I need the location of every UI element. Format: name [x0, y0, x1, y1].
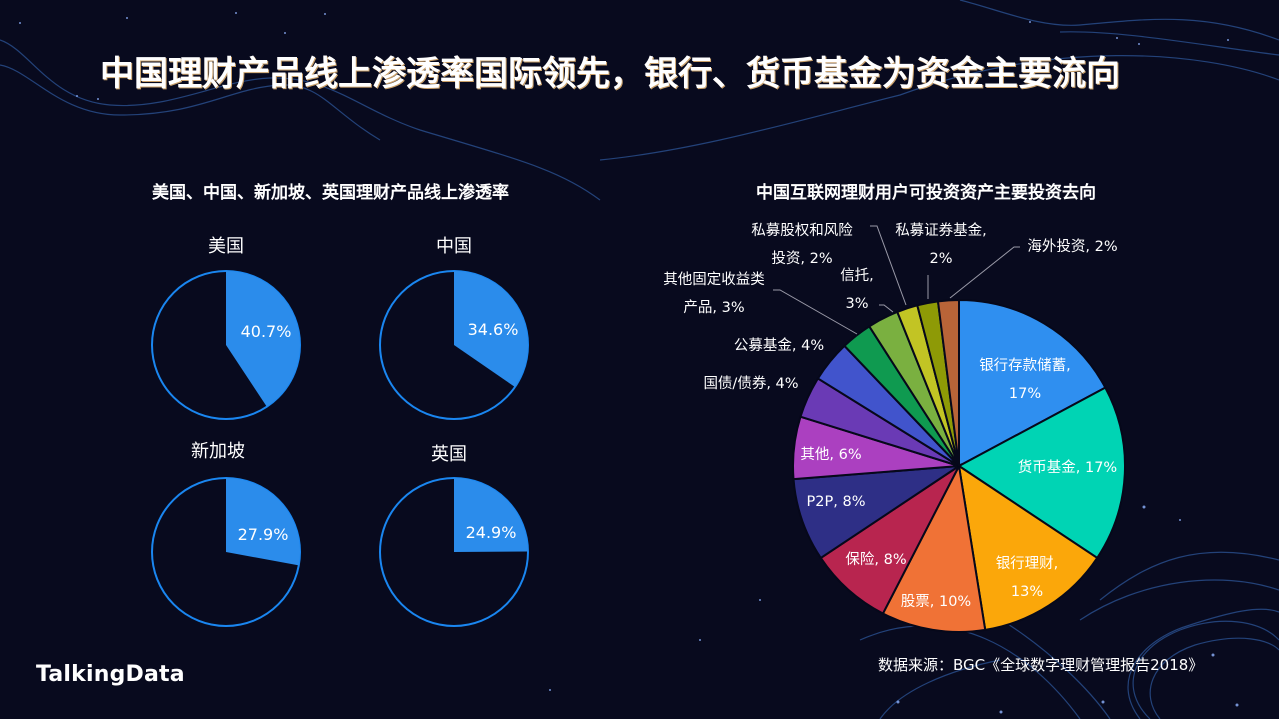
right-chart-title: 中国互联网理财用户可投资资产主要投资去向 [756, 183, 1096, 203]
pie-slice [881, 462, 987, 633]
leader-line [949, 246, 1020, 299]
pie-value-singapore: 27.9% [237, 525, 289, 544]
country-label-china: 中国 [436, 236, 472, 257]
slice-label-insurance: 保险, 8% [845, 552, 907, 568]
country-label-usa: 美国 [208, 236, 244, 257]
page-title: 中国理财产品线上渗透率国际领先，银行、货币基金为资金主要流向 [100, 54, 1120, 94]
data-source-note: 数据来源：BGC《全球数字理财管理报告2018》 [878, 656, 1204, 674]
slice-label-bank-deposit: 银行存款储蓄, 17% [979, 358, 1071, 402]
pie-value-usa: 40.7% [240, 322, 292, 341]
slice-label-treasury-bonds: 国债/债券, 4% [703, 376, 799, 392]
slice-label-trust: 信托, 3% [840, 268, 874, 312]
leader-line [870, 225, 907, 306]
pie-slice [936, 298, 960, 467]
left-chart-title: 美国、中国、新加坡、英国理财产品线上渗透率 [152, 183, 509, 203]
country-label-uk: 英国 [431, 444, 467, 465]
slice-label-money-fund: 货币基金, 17% [1017, 460, 1118, 476]
pie-slice [958, 298, 1107, 468]
pie-value-uk: 24.9% [465, 523, 517, 542]
slice-label-public-fund: 公募基金, 4% [733, 338, 825, 354]
slice-label-p2p: P2P, 8% [806, 494, 866, 510]
leader-line [879, 304, 894, 313]
pie-slice-online-share [454, 271, 528, 387]
pie-slice [957, 386, 1126, 560]
slice-label-stocks: 股票, 10% [900, 594, 972, 610]
pie-slice-online-share [226, 478, 300, 566]
leader-line [773, 289, 858, 335]
slice-label-fixed-income: 其他固定收益类 产品, 3% [663, 272, 765, 316]
slice-label-bank-wealth: 银行理财, 13% [995, 556, 1059, 600]
pie-slice-online-share [226, 271, 301, 407]
pie-value-china: 34.6% [467, 320, 519, 339]
slice-label-other: 其他, 6% [800, 447, 862, 463]
talkingdata-logo: TalkingData [36, 662, 185, 687]
country-label-singapore: 新加坡 [191, 441, 245, 462]
slice-label-overseas: 海外投资, 2% [1027, 239, 1118, 255]
pie-slice-online-share [454, 478, 528, 552]
slice-label-private-securities: 私募证券基金, 2% [895, 223, 987, 267]
pie-slice [957, 463, 1099, 632]
slice-label-private-equity: 私募股权和风险 投资, 2% [751, 223, 853, 267]
